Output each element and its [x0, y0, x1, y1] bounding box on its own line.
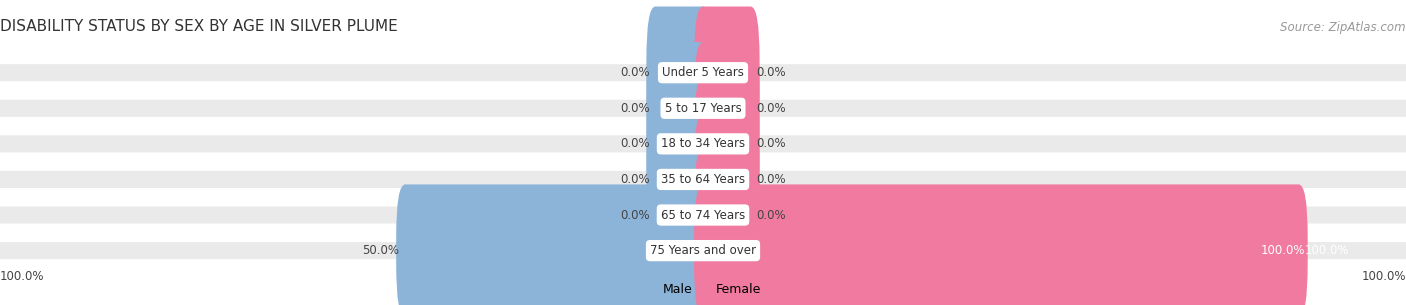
FancyBboxPatch shape	[695, 185, 1308, 305]
Text: 0.0%: 0.0%	[756, 66, 786, 79]
FancyBboxPatch shape	[647, 6, 711, 139]
FancyBboxPatch shape	[0, 100, 1406, 117]
FancyBboxPatch shape	[0, 242, 1406, 259]
FancyBboxPatch shape	[0, 135, 1406, 152]
FancyBboxPatch shape	[396, 185, 711, 305]
FancyBboxPatch shape	[647, 113, 711, 246]
FancyBboxPatch shape	[647, 42, 711, 174]
FancyBboxPatch shape	[0, 171, 1406, 188]
FancyBboxPatch shape	[695, 113, 759, 246]
Text: 50.0%: 50.0%	[363, 244, 399, 257]
Text: Source: ZipAtlas.com: Source: ZipAtlas.com	[1281, 20, 1406, 34]
Text: 18 to 34 Years: 18 to 34 Years	[661, 137, 745, 150]
Text: 100.0%: 100.0%	[0, 270, 45, 283]
FancyBboxPatch shape	[695, 6, 759, 139]
Text: 100.0%: 100.0%	[1361, 270, 1406, 283]
Text: 75 Years and over: 75 Years and over	[650, 244, 756, 257]
Text: 0.0%: 0.0%	[620, 173, 650, 186]
Text: 35 to 64 Years: 35 to 64 Years	[661, 173, 745, 186]
Text: 0.0%: 0.0%	[620, 66, 650, 79]
Text: 100.0%: 100.0%	[1260, 244, 1305, 257]
FancyBboxPatch shape	[0, 64, 1406, 81]
Text: 65 to 74 Years: 65 to 74 Years	[661, 209, 745, 221]
FancyBboxPatch shape	[647, 149, 711, 281]
Text: 0.0%: 0.0%	[756, 173, 786, 186]
Text: 0.0%: 0.0%	[756, 102, 786, 115]
Text: 0.0%: 0.0%	[756, 137, 786, 150]
FancyBboxPatch shape	[695, 78, 759, 210]
Legend: Male, Female: Male, Female	[640, 278, 766, 301]
Text: 5 to 17 Years: 5 to 17 Years	[665, 102, 741, 115]
FancyBboxPatch shape	[695, 149, 759, 281]
Text: 100.0%: 100.0%	[1305, 244, 1350, 257]
FancyBboxPatch shape	[0, 206, 1406, 224]
Text: 0.0%: 0.0%	[620, 209, 650, 221]
FancyBboxPatch shape	[647, 78, 711, 210]
Text: 0.0%: 0.0%	[620, 102, 650, 115]
Text: DISABILITY STATUS BY SEX BY AGE IN SILVER PLUME: DISABILITY STATUS BY SEX BY AGE IN SILVE…	[0, 19, 398, 34]
Text: 0.0%: 0.0%	[620, 137, 650, 150]
Text: Under 5 Years: Under 5 Years	[662, 66, 744, 79]
Text: 0.0%: 0.0%	[756, 209, 786, 221]
FancyBboxPatch shape	[695, 42, 759, 174]
